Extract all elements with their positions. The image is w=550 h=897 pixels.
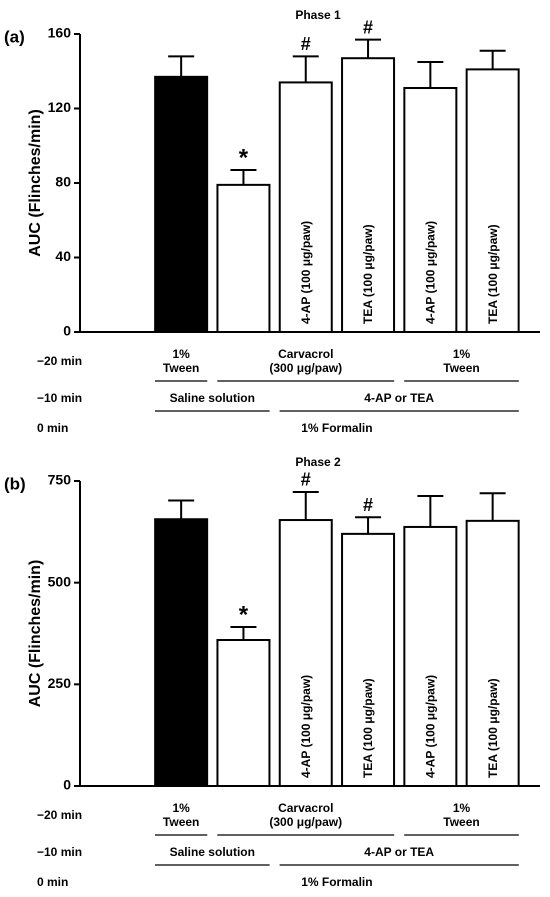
row-label: −20 min	[37, 808, 82, 822]
row-label: −10 min	[37, 845, 82, 859]
bar-label: 4-AP (100 μg/paw)	[424, 675, 438, 778]
bar	[403, 525, 458, 787]
treatment-label: Saline solution	[170, 845, 255, 859]
bar	[465, 519, 520, 787]
treatment-label: 1%	[453, 347, 471, 361]
bar	[154, 518, 209, 788]
significance-mark: *	[239, 601, 249, 628]
chart-title: Phase 2	[295, 455, 341, 469]
bar	[341, 57, 396, 334]
treatment-label: Saline solution	[170, 391, 255, 405]
treatment-label: 1% Formalin	[301, 421, 372, 435]
significance-mark: #	[301, 470, 311, 490]
y-tick-label: 40	[55, 248, 71, 264]
treatment-label: 1%	[172, 347, 190, 361]
y-tick-label: 120	[48, 99, 72, 115]
row-label: −20 min	[37, 354, 82, 368]
panel-label: (b)	[4, 474, 26, 493]
bar	[216, 183, 271, 333]
bar-label: TEA (100 μg/paw)	[486, 224, 500, 324]
treatment-label: 4-AP or TEA	[364, 391, 434, 405]
treatment-label: Tween	[163, 815, 199, 829]
bar-label: TEA (100 μg/paw)	[361, 678, 375, 778]
significance-mark: #	[363, 495, 373, 515]
chart-title: Phase 1	[295, 8, 341, 22]
significance-mark: #	[363, 17, 373, 37]
treatment-label: 1% Formalin	[301, 875, 372, 889]
row-label: 0 min	[37, 875, 68, 889]
bar-label: 4-AP (100 μg/paw)	[424, 221, 438, 324]
bar	[278, 81, 333, 333]
y-tick-label: 250	[48, 675, 72, 691]
row-label: −10 min	[37, 391, 82, 405]
y-tick-label: 0	[63, 777, 71, 793]
y-tick-label: 750	[48, 472, 72, 488]
treatment-label: Tween	[443, 361, 479, 375]
treatment-label: (300 μg/paw)	[269, 361, 342, 375]
significance-mark: #	[301, 34, 311, 54]
significance-mark: *	[239, 144, 249, 171]
bar	[465, 68, 520, 333]
treatment-label: Tween	[443, 815, 479, 829]
y-tick-label: 500	[48, 573, 72, 589]
bar	[216, 639, 271, 787]
bar-label: 4-AP (100 μg/paw)	[299, 221, 313, 324]
treatment-label: (300 μg/paw)	[269, 815, 342, 829]
y-tick-label: 0	[63, 323, 71, 339]
bar	[154, 75, 209, 334]
y-tick-label: 160	[48, 25, 72, 41]
treatment-label: Carvacrol	[278, 347, 333, 361]
treatment-label: 1%	[453, 801, 471, 815]
treatment-label: Carvacrol	[278, 801, 333, 815]
row-label: 0 min	[37, 421, 68, 435]
bar	[341, 532, 396, 787]
bar	[403, 87, 458, 333]
bar-label: TEA (100 μg/paw)	[361, 224, 375, 324]
treatment-label: 4-AP or TEA	[364, 845, 434, 859]
bar	[278, 519, 333, 787]
y-axis-label: AUC (Flinches/min)	[27, 560, 44, 708]
treatment-label: 1%	[172, 801, 190, 815]
y-axis-label: AUC (Flinches/min)	[27, 109, 44, 257]
treatment-label: Tween	[163, 361, 199, 375]
panel-label: (a)	[4, 27, 25, 46]
bar-label: TEA (100 μg/paw)	[486, 678, 500, 778]
y-tick-label: 80	[55, 174, 71, 190]
bar-label: 4-AP (100 μg/paw)	[299, 675, 313, 778]
